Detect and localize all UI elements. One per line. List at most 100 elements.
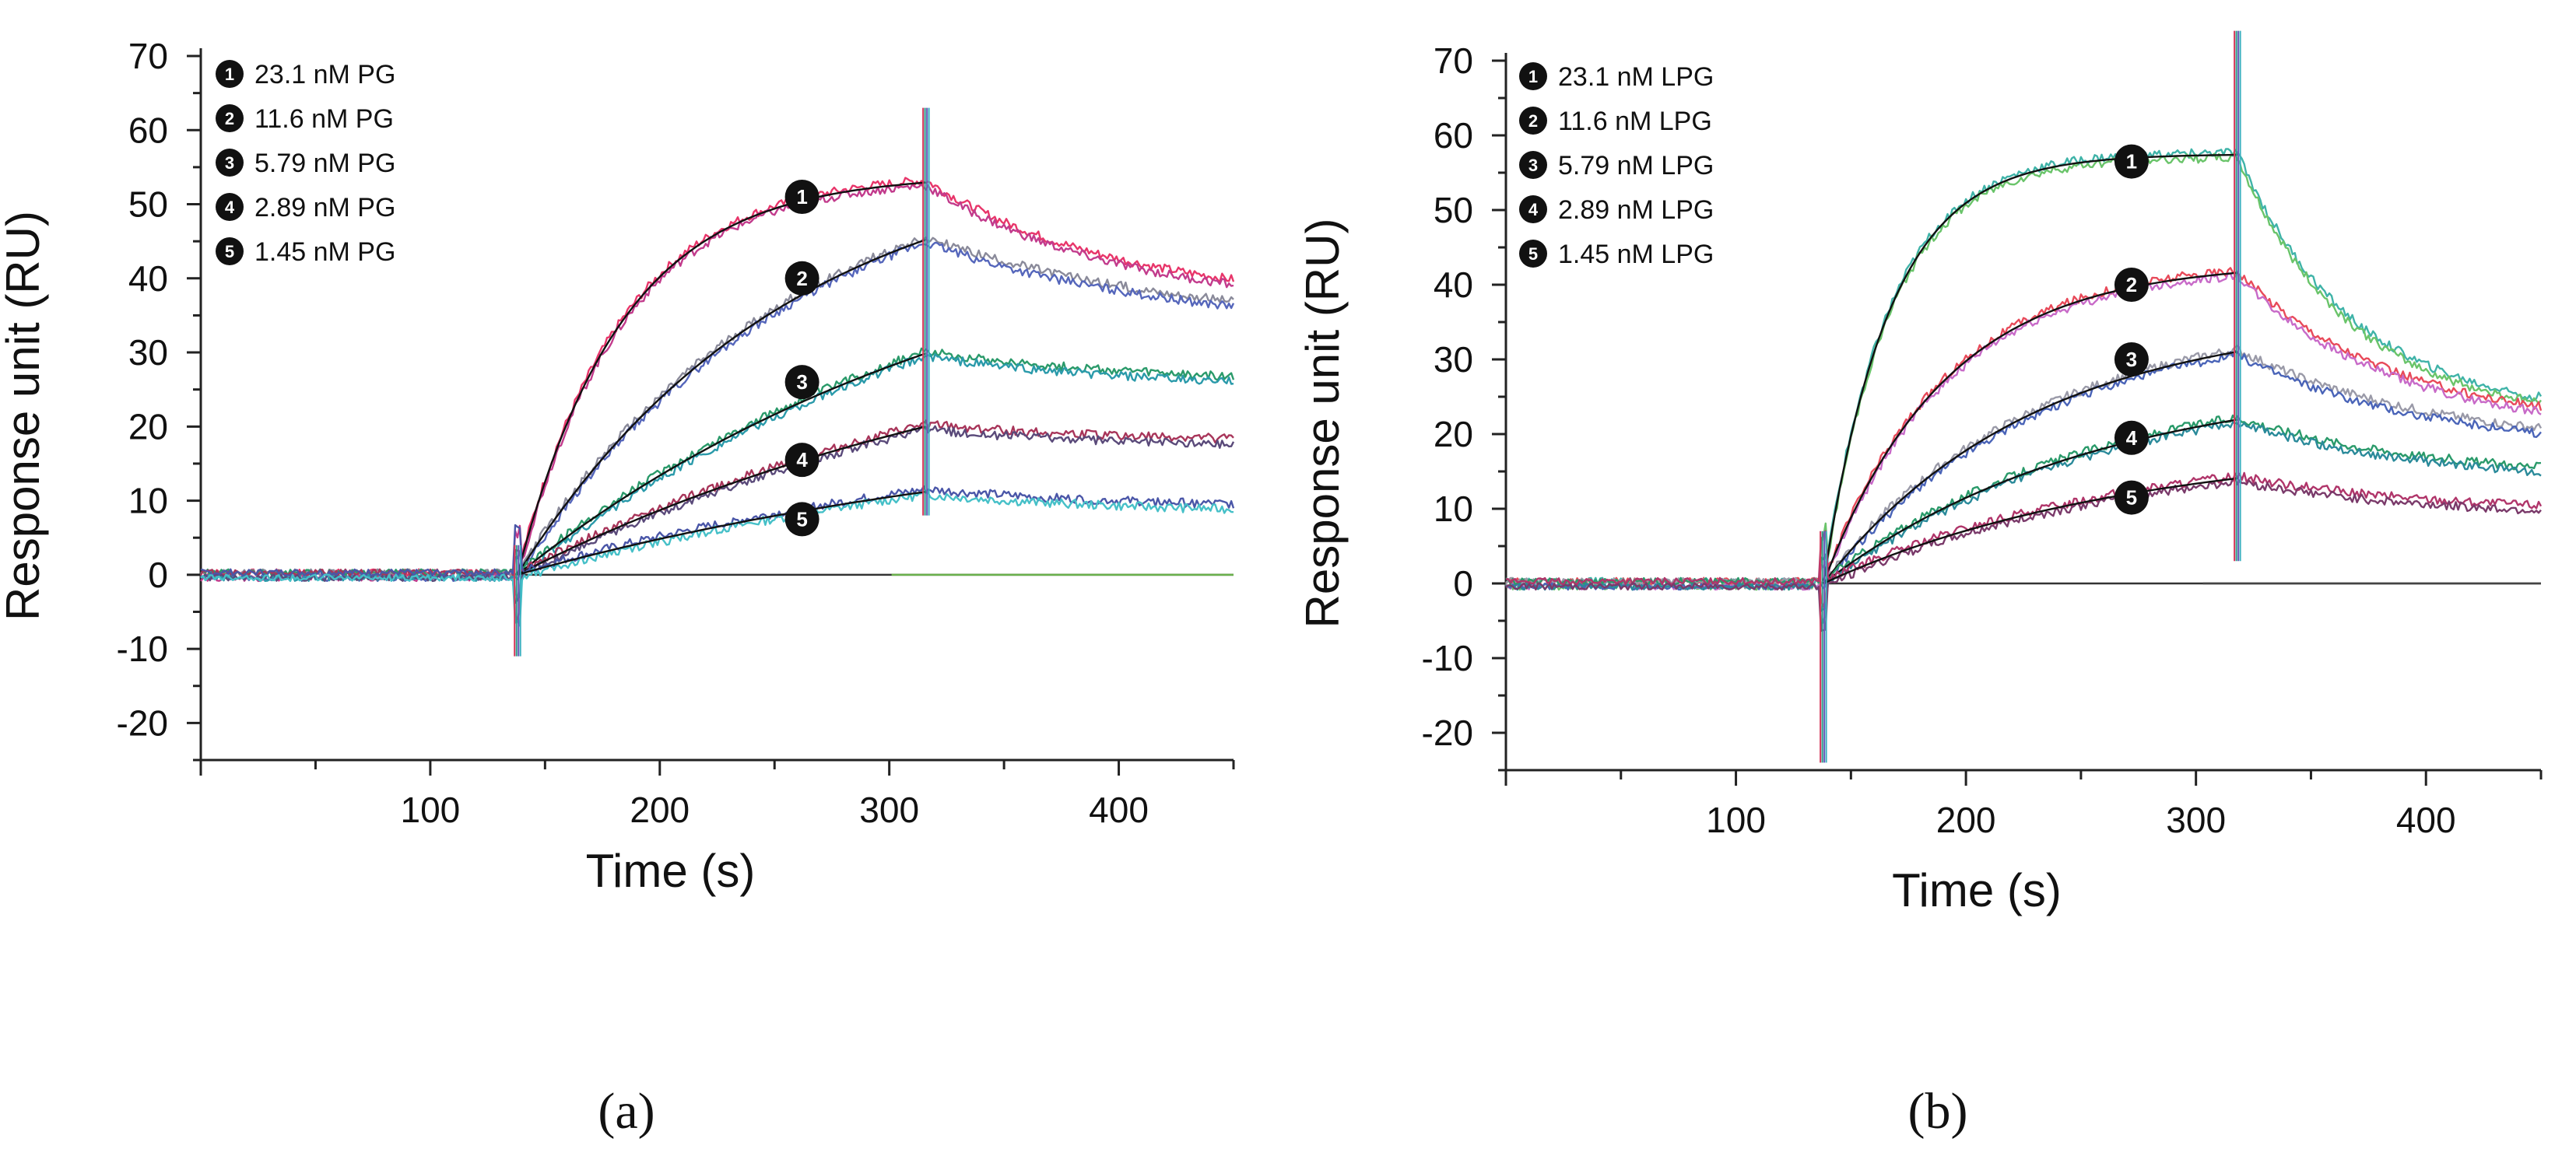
- legend-entry-label: 2.89 nM PG: [254, 193, 395, 222]
- chart-a: -20 -10 0 10 20 30 40 50 60 70 100 200 300 400 Time (s…: [0, 36, 1235, 897]
- fit-line-2: [516, 238, 927, 576]
- x-tick-label: 300: [2166, 800, 2226, 840]
- panel-label-b: (b): [1908, 1083, 1968, 1140]
- x-tick-label: 100: [1706, 800, 1766, 840]
- curve-marker-label: 5: [2126, 486, 2137, 510]
- y-tick-label: 0: [1453, 563, 1473, 604]
- legend-marker-3: [1519, 151, 1547, 179]
- legend-marker-number: 1: [225, 65, 234, 84]
- legend-marker-number: 5: [225, 242, 234, 261]
- curve-marker-4: [2114, 420, 2149, 455]
- y-tick-label: -10: [1422, 638, 1473, 678]
- curve-marker-3: [2114, 342, 2149, 377]
- legend-marker-number: 4: [225, 198, 235, 217]
- curve-marker-5: [2114, 480, 2149, 515]
- y-tick-label: 70: [1434, 40, 1473, 81]
- legend-marker-5: [1519, 240, 1547, 268]
- legend-entry-label: 5.79 nM LPG: [1558, 151, 1714, 180]
- y-tick-label: 10: [1434, 489, 1473, 529]
- x-axis-title: Time (s): [1892, 864, 2062, 916]
- fit-line-5: [517, 490, 926, 576]
- curve-marker-1: [2114, 144, 2149, 179]
- y-tick-label: 30: [128, 332, 168, 373]
- curve-marker-2: [784, 261, 819, 296]
- series-line-2: [200, 241, 1235, 583]
- y-tick-label: 60: [128, 110, 168, 150]
- fit-line-4: [1823, 419, 2238, 584]
- x-tick-label: 400: [1089, 790, 1149, 830]
- fit-line-5: [1823, 477, 2238, 585]
- curve-marker-label: 1: [2126, 150, 2137, 173]
- curve-marker-5: [784, 502, 819, 537]
- legend-marker-4: [216, 193, 244, 221]
- y-tick-label: 50: [1434, 190, 1473, 230]
- legend-marker-number: 3: [225, 153, 234, 173]
- legend-entry-label: 23.1 nM PG: [254, 60, 395, 89]
- fit-line-2: [1822, 271, 2238, 584]
- series-line-2: [200, 236, 1234, 599]
- legend-marker-4: [1519, 195, 1547, 223]
- legend-marker-1: [216, 60, 244, 88]
- curve-marker-label: 1: [796, 185, 807, 208]
- series-line-5: [1505, 476, 2542, 632]
- series-line-3: [200, 352, 1234, 583]
- series-line-5: [200, 485, 1235, 577]
- y-tick-label: 0: [148, 555, 168, 595]
- series-line-5: [1505, 471, 2543, 586]
- y-tick-label: 60: [1434, 115, 1473, 156]
- x-tick-label: 300: [859, 790, 919, 830]
- legend-marker-number: 4: [1528, 200, 1539, 219]
- curve-marker-label: 3: [2126, 348, 2137, 371]
- series-line-4: [1505, 421, 2542, 612]
- y-tick-label: 10: [128, 481, 168, 521]
- y-tick-label: -20: [1422, 713, 1473, 753]
- x-tick-label: 100: [401, 790, 461, 830]
- y-tick-label: 20: [1434, 414, 1473, 454]
- legend-entry-label: 1.45 nM LPG: [1558, 240, 1714, 269]
- legend-entry-label: 11.6 nM LPG: [1558, 107, 1712, 136]
- legend-entry-label: 5.79 nM PG: [254, 149, 395, 178]
- series-line-3: [1504, 345, 2543, 586]
- legend-marker-number: 2: [225, 109, 234, 128]
- legend-marker-5: [216, 237, 244, 265]
- legend-marker-2: [1519, 107, 1547, 135]
- legend-marker-3: [216, 149, 244, 177]
- legend-marker-number: 2: [1528, 111, 1538, 131]
- series-line-3: [1505, 349, 2542, 591]
- y-tick-label: -20: [117, 702, 168, 743]
- curve-marker-label: 4: [2126, 426, 2138, 450]
- legend-marker-1: [1519, 62, 1547, 90]
- fit-line-3: [1822, 350, 2238, 584]
- y-tick-label: 30: [1434, 339, 1473, 380]
- y-axis-title: Response unit (RU): [1297, 219, 1349, 629]
- chart-b: -20 -10 0 10 20 30 40 50 60 70 100 200 300 400 Time (s…: [1297, 30, 2543, 916]
- curve-marker-2: [2114, 268, 2149, 302]
- curve-marker-label: 5: [796, 507, 807, 531]
- x-tick-label: 200: [630, 790, 690, 830]
- curve-marker-label: 2: [796, 267, 807, 290]
- x-axis-title: Time (s): [586, 845, 756, 897]
- legend-entry-label: 2.89 nM LPG: [1558, 195, 1714, 225]
- y-tick-label: 40: [1434, 264, 1473, 305]
- x-tick-label: 200: [1936, 800, 1996, 840]
- y-tick-label: 50: [128, 184, 168, 225]
- series-line-4: [1505, 414, 2542, 586]
- curve-marker-1: [784, 180, 819, 214]
- x-tick-label: 400: [2396, 800, 2456, 840]
- series-line-5: [200, 489, 1234, 627]
- series-line-4: [199, 419, 1234, 577]
- fit-line-1: [516, 181, 926, 576]
- y-tick-label: 40: [128, 258, 168, 299]
- curve-marker-label: 2: [2126, 273, 2137, 296]
- curve-marker-4: [784, 443, 819, 478]
- fit-line-1: [1822, 153, 2237, 584]
- legend-entry-label: 11.6 nM PG: [254, 104, 394, 134]
- fit-line-3: [517, 352, 927, 576]
- legend-entry-label: 1.45 nM PG: [254, 237, 395, 267]
- y-tick-label: 20: [128, 406, 168, 447]
- curve-marker-label: 3: [796, 370, 807, 394]
- curve-marker-label: 4: [796, 448, 808, 471]
- legend-marker-2: [216, 104, 244, 132]
- fit-line-4: [517, 426, 927, 576]
